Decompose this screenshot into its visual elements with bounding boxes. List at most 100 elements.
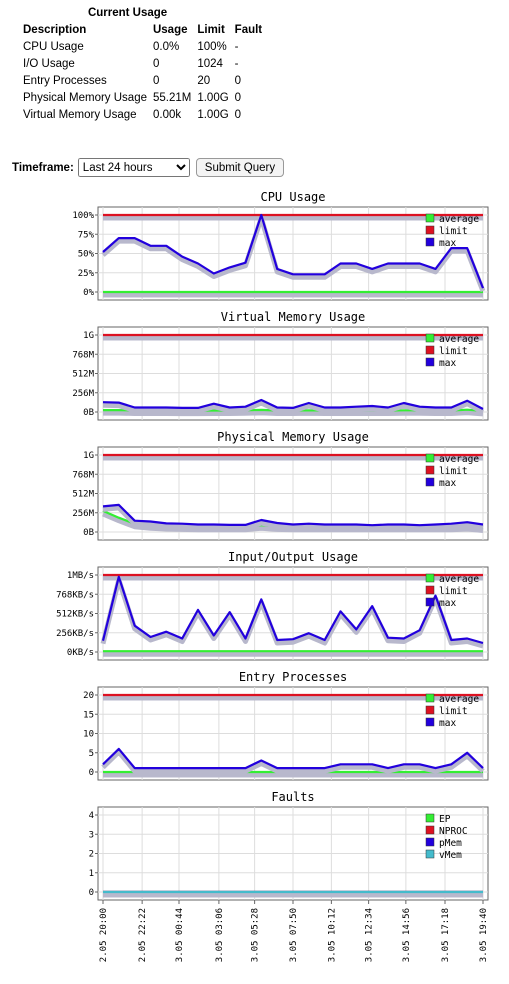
chart-title: CPU Usage bbox=[260, 190, 325, 204]
header-description: Description bbox=[23, 23, 87, 36]
y-tick-label: 768KB/s bbox=[56, 590, 94, 600]
y-tick-label: 1MB/s bbox=[67, 571, 94, 581]
y-tick-label: 1 bbox=[89, 869, 94, 879]
table-row: Virtual Memory Usage 0.00k 1.00G 0 bbox=[20, 106, 265, 123]
cell-fault: - bbox=[234, 57, 239, 70]
legend-label-vMem: vMem bbox=[439, 850, 462, 861]
y-tick-label: 2 bbox=[89, 850, 94, 860]
series-shadow-max bbox=[102, 400, 485, 415]
y-tick-label: 25% bbox=[78, 269, 95, 279]
chart-title: Input/Output Usage bbox=[228, 550, 358, 564]
legend-label-pMem: pMem bbox=[439, 838, 462, 849]
cell-fault: - bbox=[234, 40, 239, 53]
chart-1: Virtual Memory Usage 1G 768M 512M 256M 0B aver… bbox=[72, 310, 489, 421]
y-tick-label: 15 bbox=[83, 710, 94, 720]
x-tick-label: 3.05 03:06 bbox=[215, 908, 225, 962]
cell-description: Virtual Memory Usage bbox=[23, 108, 137, 121]
x-tick-label: 3.05 07:50 bbox=[289, 908, 299, 962]
legend-swatch-limit bbox=[425, 465, 435, 475]
y-tick-label: 0 bbox=[89, 768, 94, 778]
legend-label-limit: limit bbox=[439, 706, 468, 717]
table-row: I/O Usage 0 1024 - bbox=[20, 55, 265, 72]
timeframe-label: Timeframe: bbox=[12, 161, 74, 174]
x-tick-label: 3.05 10:12 bbox=[327, 908, 337, 962]
cell-description: CPU Usage bbox=[23, 40, 84, 53]
legend-swatch-limit bbox=[425, 585, 435, 595]
y-tick-label: 512M bbox=[72, 490, 94, 500]
legend-label-limit: limit bbox=[439, 466, 468, 477]
series-shadow-average bbox=[103, 410, 484, 417]
cell-limit: 1.00G bbox=[197, 91, 229, 104]
cell-limit: 20 bbox=[197, 74, 211, 87]
timeframe-select[interactable]: Last 24 hours bbox=[77, 158, 190, 177]
y-tick-label: 0 bbox=[89, 888, 94, 898]
cell-limit: 1024 bbox=[197, 57, 223, 70]
legend-swatch-average bbox=[425, 333, 435, 343]
legend-swatch-pMem bbox=[425, 837, 435, 847]
legend-label-average: average bbox=[439, 334, 479, 345]
header-fault: Fault bbox=[234, 23, 263, 36]
y-tick-label: 0% bbox=[83, 288, 94, 298]
series-shadow-max bbox=[101, 749, 485, 774]
series-shadow-max bbox=[101, 215, 486, 293]
legend-label-limit: limit bbox=[439, 346, 468, 357]
cell-usage: 0.00k bbox=[152, 108, 182, 121]
y-tick-label: 768M bbox=[72, 350, 94, 360]
cell-description: Physical Memory Usage bbox=[23, 91, 147, 104]
y-tick-label: 0KB/s bbox=[67, 648, 94, 658]
chart-title: Entry Processes bbox=[239, 670, 347, 684]
legend-label-average: average bbox=[439, 454, 479, 465]
submit-query-button[interactable]: Submit Query bbox=[195, 158, 285, 177]
legend-label-max: max bbox=[439, 478, 456, 489]
x-tick-label: 3.05 05:28 bbox=[251, 908, 261, 962]
chart-2: Physical Memory Usage 1G 768M 512M 256M 0B ave… bbox=[72, 430, 489, 541]
chart-title: Faults bbox=[271, 790, 314, 804]
legend-label-EP: EP bbox=[439, 814, 451, 825]
y-tick-label: 75% bbox=[78, 230, 95, 240]
legend-label-NPROC: NPROC bbox=[439, 826, 468, 837]
legend-label-max: max bbox=[439, 358, 456, 369]
timeframe-form: Timeframe: Last 24 hours Submit Query bbox=[12, 158, 285, 177]
x-tick-label: 3.05 17:18 bbox=[441, 908, 451, 962]
series-line-max bbox=[102, 213, 485, 289]
legend-label-average: average bbox=[439, 694, 479, 705]
legend-swatch-max bbox=[425, 357, 435, 367]
table-row: Physical Memory Usage 55.21M 1.00G 0 bbox=[20, 89, 265, 106]
x-tick-label: 3.05 19:40 bbox=[479, 908, 489, 962]
cell-description: I/O Usage bbox=[23, 57, 75, 70]
table-row: Entry Processes 0 20 0 bbox=[20, 72, 265, 89]
legend-swatch-limit bbox=[425, 705, 435, 715]
y-tick-label: 0B bbox=[83, 408, 94, 418]
current-usage-table: Current Usage Description Usage Limit Fa… bbox=[20, 7, 265, 123]
y-tick-label: 100% bbox=[72, 211, 94, 221]
x-tick-label: 3.05 00:44 bbox=[175, 908, 185, 962]
header-usage: Usage bbox=[152, 23, 188, 36]
legend-label-average: average bbox=[439, 214, 479, 225]
cell-usage: 0.0% bbox=[152, 40, 180, 53]
chart-3: Input/Output Usage 1MB/s 768KB/s 512KB/s 256… bbox=[56, 550, 489, 661]
legend-swatch-average bbox=[425, 213, 435, 223]
y-tick-label: 512M bbox=[72, 370, 94, 380]
legend-swatch-max bbox=[425, 477, 435, 487]
cell-usage: 0 bbox=[152, 57, 160, 70]
y-tick-label: 256M bbox=[72, 509, 94, 519]
legend-swatch-NPROC bbox=[425, 825, 435, 835]
y-tick-label: 256M bbox=[72, 389, 94, 399]
legend-swatch-max bbox=[425, 237, 435, 247]
x-tick-label: 2.05 22:22 bbox=[138, 908, 148, 962]
cell-usage: 0 bbox=[152, 74, 160, 87]
cell-description: Entry Processes bbox=[23, 74, 107, 87]
series-line-max bbox=[102, 747, 484, 770]
legend-label-limit: limit bbox=[439, 586, 468, 597]
x-tick-label: 2.05 20:00 bbox=[99, 908, 109, 962]
cell-fault: 0 bbox=[234, 108, 242, 121]
series-shadow-max bbox=[100, 577, 484, 649]
x-tick-label: 3.05 12:34 bbox=[365, 908, 375, 962]
cell-fault: 0 bbox=[234, 74, 242, 87]
legend-label-max: max bbox=[439, 598, 456, 609]
legend-label-average: average bbox=[439, 574, 479, 585]
legend-label-max: max bbox=[439, 718, 456, 729]
y-tick-label: 0B bbox=[83, 528, 94, 538]
